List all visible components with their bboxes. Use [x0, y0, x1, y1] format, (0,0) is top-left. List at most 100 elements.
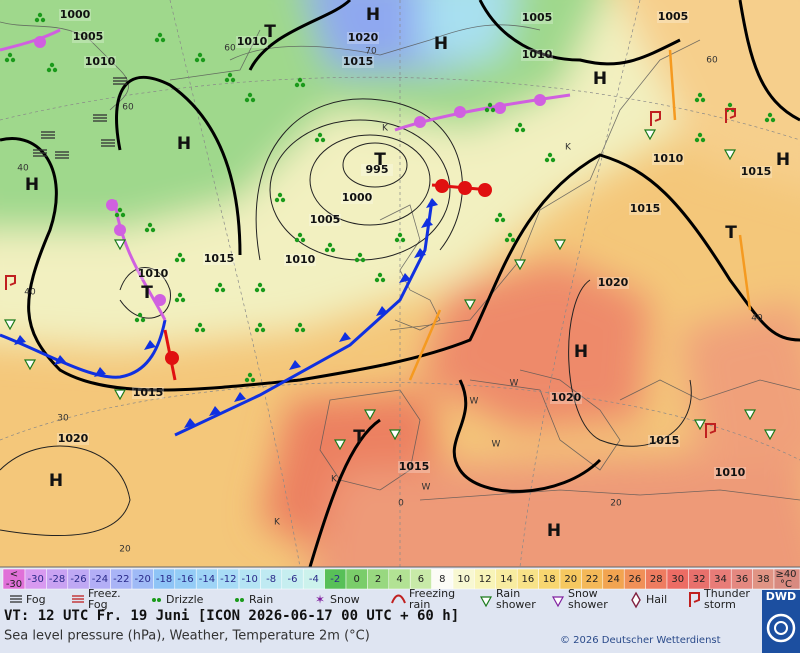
rain-dot: [37, 12, 43, 18]
scale-cell: [773, 568, 800, 590]
rain-dot: [764, 117, 770, 123]
rain-dot: [300, 82, 306, 88]
scale-label: 28: [650, 574, 663, 585]
isobar-label: 1020: [598, 276, 629, 289]
scale-label: -20: [135, 574, 151, 585]
rain-dot: [147, 222, 153, 228]
isobars-thick: [0, 0, 800, 567]
scale-label: 36: [736, 574, 749, 585]
rain-dot: [544, 157, 550, 163]
isobar-label: 1010: [285, 253, 316, 266]
isotherm-label: 40: [17, 164, 29, 174]
isobar-label-bg: [648, 435, 680, 447]
scale-label: 38: [757, 574, 770, 585]
symbol-legend: Fog Freez.Fog Drizzle Rain ✶ Snow Freezingrain…: [10, 587, 750, 611]
isobar-label: 1020: [551, 391, 582, 404]
rain-dot: [217, 282, 223, 288]
rain-dot: [200, 57, 206, 63]
rain-dot: [297, 77, 303, 83]
cold-front-triangle: [421, 218, 433, 228]
rain-dot: [200, 327, 206, 333]
isobar-label: 1005: [73, 30, 104, 43]
isobar-label-bg: [236, 36, 268, 48]
cold-front-triangle: [94, 367, 106, 377]
cold-front-triangle: [209, 406, 221, 416]
rain-dot: [10, 57, 16, 63]
rain-dot: [317, 132, 323, 138]
rain-dot: [160, 37, 166, 43]
rain-dot: [380, 277, 386, 283]
rain-shower-symbol: [333, 439, 347, 451]
legend-label: rain: [409, 598, 430, 611]
coastlines: [0, 21, 800, 501]
scale-label: 20: [564, 574, 577, 585]
occlusion-symbol: [114, 224, 126, 236]
rain-dot: [697, 132, 703, 138]
legend-label: Hail: [646, 593, 667, 606]
warm-front-semicircle: [458, 181, 472, 195]
isotherm-label: 0: [398, 499, 404, 509]
isobar-label-bg: [398, 461, 430, 473]
rain-dot: [197, 52, 203, 58]
warm-front-semicircle: [478, 183, 492, 197]
scale-label: 24: [607, 574, 620, 585]
thunder-symbol: [5, 275, 16, 290]
region-letter: W: [422, 483, 431, 493]
scale-label: 6: [418, 574, 424, 585]
rain-dot: [770, 117, 776, 123]
rain-dot: [247, 92, 253, 98]
rain-dot: [134, 317, 140, 323]
rain-dot: [300, 237, 306, 243]
pressure-center: T: [374, 150, 386, 170]
isobar-label-bg: [132, 387, 164, 399]
isotherm-label: 20: [119, 545, 131, 555]
isobar-label: 1000: [60, 8, 91, 21]
legend-icon: [479, 596, 493, 608]
region-letter: W: [492, 440, 501, 450]
legend-icon: [689, 592, 700, 607]
legend-label: shower: [568, 598, 608, 611]
pressure-center: H: [593, 69, 607, 89]
rain-dot: [177, 252, 183, 258]
rain-dot: [487, 102, 493, 108]
rain-dot: [140, 317, 146, 323]
scale-label: -12: [220, 574, 236, 585]
rain-dot: [157, 32, 163, 38]
rain-dot: [250, 97, 256, 103]
rain-dot: [514, 127, 520, 133]
rain-shower-symbol: [463, 299, 477, 311]
legend-icon: ✶: [315, 593, 325, 607]
legend-label: Freez.: [88, 587, 121, 600]
rain-shower-symbol: [23, 359, 37, 371]
occlusion-symbol: [454, 106, 466, 118]
rain-dot: [377, 272, 383, 278]
scale-label: 30: [671, 574, 684, 585]
temperature-field: [0, 0, 800, 567]
scale-label: 18: [543, 574, 556, 585]
isobar-label-bg: [550, 392, 582, 404]
valid-time: VT: 12 UTC Fr. 19 Juni [ICON 2026-06-17 …: [4, 608, 459, 624]
rain-dot: [7, 52, 13, 58]
isotherm-label: 70: [365, 47, 377, 57]
isotherm-label: 60: [122, 103, 134, 113]
isobar-label-bg: [521, 49, 553, 61]
isotherm-label: 40: [751, 314, 763, 324]
scale-label: 12: [479, 574, 492, 585]
rain-dot: [197, 322, 203, 328]
legend-label: Freezing: [409, 587, 455, 600]
rain-dot: [520, 127, 526, 133]
legend-icon: [240, 598, 244, 602]
isobar-label: 1020: [58, 432, 89, 445]
isobar-label-bg: [57, 433, 89, 445]
scale-label: 2: [375, 574, 381, 585]
rain-dot: [52, 67, 58, 73]
pressure-center: H: [25, 175, 39, 195]
copyright: © 2026 Deutscher Wetterdienst: [560, 635, 721, 646]
rain-shower-symbol: [113, 239, 127, 251]
thunder-symbol: [650, 111, 661, 126]
isobar-label-bg: [361, 164, 393, 176]
rain-dot: [257, 322, 263, 328]
map-description: Sea level pressure (hPa), Weather, Tempe…: [4, 629, 370, 644]
